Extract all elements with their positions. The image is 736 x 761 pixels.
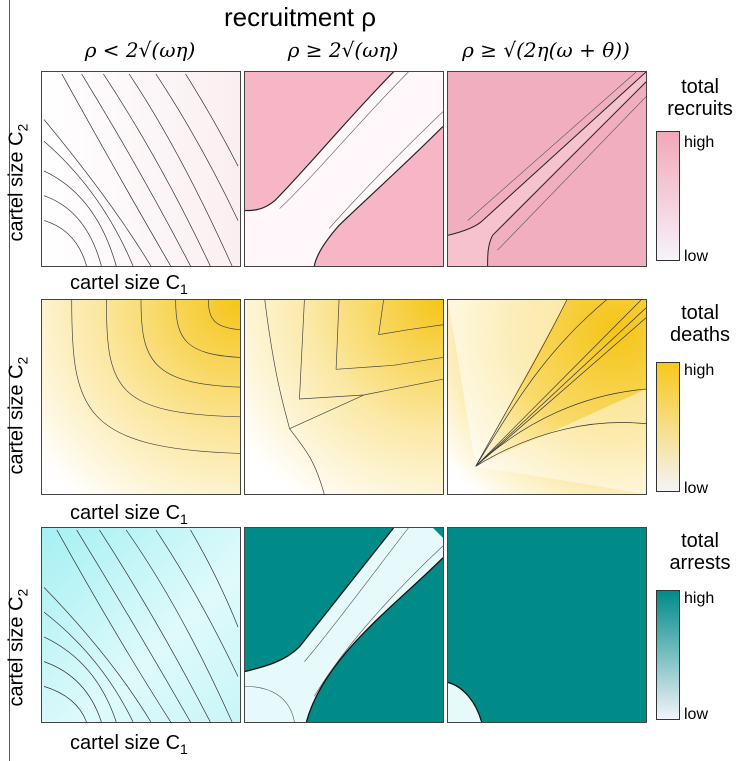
colorbar-recruits-high: high	[684, 134, 715, 151]
figure-title: recruitment ρ	[223, 2, 377, 32]
colorbar-arrests-high: high	[684, 590, 715, 607]
panel-recruits-col-3	[447, 71, 647, 267]
colorbar-recruits	[656, 131, 680, 261]
legend-title-deaths: total deaths	[669, 302, 731, 346]
panel-deaths-col-1	[41, 299, 241, 495]
column-header-3: ρ ≥ √(2η(ω + θ))	[462, 38, 630, 62]
legend-title-arrests: total arrests	[669, 530, 731, 574]
colorbar-arrests	[656, 590, 680, 720]
y-axis-label-row-2: cartel size C2	[5, 356, 31, 475]
left-frame-line	[9, 0, 10, 761]
colorbar-deaths-high: high	[684, 362, 715, 379]
panel-recruits-col-1	[41, 71, 241, 267]
panel-arrests-col-3	[447, 527, 647, 723]
colorbar-arrests-low: low	[684, 706, 709, 723]
y-axis-label-row-1: cartel size C2	[5, 123, 31, 242]
colorbar-recruits-low: low	[684, 248, 709, 265]
panel-arrests-col-1	[41, 527, 241, 723]
y-axis-label-row-3: cartel size C2	[5, 588, 31, 707]
panel-deaths-col-3	[447, 299, 647, 495]
column-header-2: ρ ≥ 2√(ωη)	[287, 38, 399, 62]
legend-title-recruits: total recruits	[667, 76, 733, 120]
colorbar-deaths	[656, 362, 680, 492]
x-axis-label-row-3: cartel size C1	[70, 732, 188, 757]
panel-arrests-col-2	[244, 527, 444, 723]
x-axis-label-row-2: cartel size C1	[70, 502, 188, 527]
panel-deaths-col-2	[244, 299, 444, 495]
colorbar-deaths-low: low	[684, 480, 709, 497]
panel-recruits-col-2	[244, 71, 444, 267]
x-axis-label-row-1: cartel size C1	[70, 272, 188, 297]
column-header-1: ρ < 2√(ωη)	[84, 38, 196, 62]
